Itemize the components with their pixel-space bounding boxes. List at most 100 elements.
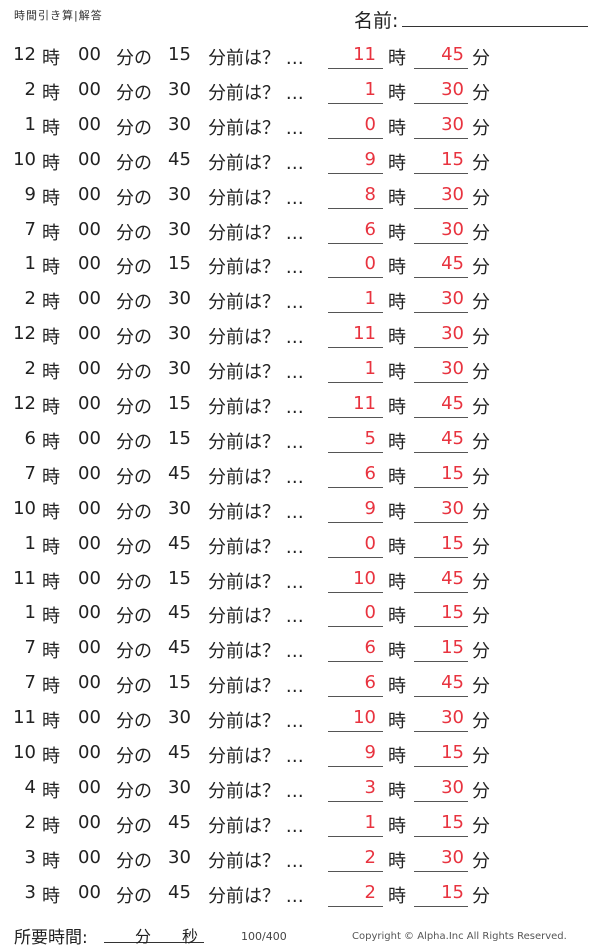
of-label: 分の (116, 780, 152, 802)
hour-label: 時 (388, 711, 406, 733)
hour-label: 時 (42, 815, 60, 837)
start-hour: 12 (13, 393, 36, 414)
answer-hour: 1 (364, 288, 376, 310)
time-second-label: 秒 (182, 927, 199, 946)
of-label: 分の (116, 222, 152, 244)
answer-minute-line (414, 172, 468, 174)
of-label: 分の (116, 152, 152, 174)
answer-minute-line (414, 835, 468, 837)
start-minute: 00 (78, 183, 101, 205)
minute-label: 分 (472, 815, 490, 837)
start-minute: 00 (78, 148, 101, 170)
answer-hour-line (328, 835, 383, 837)
answer-hour: 6 (364, 672, 376, 694)
answer-minute: 45 (441, 672, 464, 694)
start-minute: 00 (78, 253, 101, 275)
hour-label: 時 (42, 501, 60, 523)
answer-minute: 30 (441, 218, 464, 240)
minus-minutes: 15 (168, 672, 191, 694)
answer-hour: 11 (353, 393, 376, 414)
hour-label: 時 (42, 222, 60, 244)
minus-minutes: 30 (168, 358, 191, 380)
hour-label: 時 (388, 152, 406, 174)
hour-label: 時 (42, 187, 60, 209)
answer-hour: 11 (353, 44, 376, 65)
start-minute: 00 (78, 811, 101, 833)
answer-hour-line (328, 207, 383, 209)
minus-minutes: 30 (168, 323, 191, 345)
problem-row: 12 時 00 分の 15 分前は？ … 11 時 45 分 (0, 44, 600, 78)
hour-label: 時 (42, 711, 60, 733)
answer-minute: 45 (441, 44, 464, 65)
time-required-label: 所要時間: (14, 928, 88, 948)
problem-row: 3 時 00 分の 30 分前は？ … 2 時 30 分 (0, 847, 600, 881)
start-hour: 10 (13, 148, 36, 170)
hour-label: 時 (388, 257, 406, 279)
minus-minutes: 15 (168, 253, 191, 275)
answer-minute: 30 (441, 183, 464, 205)
before-label: 分前は？ … (208, 327, 304, 349)
answer-minute: 30 (441, 288, 464, 310)
problem-row: 12 時 00 分の 15 分前は？ … 11 時 45 分 (0, 393, 600, 427)
answer-minute-line (414, 870, 468, 872)
of-label: 分の (116, 362, 152, 384)
problem-row: 2 時 00 分の 30 分前は？ … 1 時 30 分 (0, 358, 600, 392)
answer-minute-line (414, 591, 468, 593)
answer-hour: 6 (364, 637, 376, 659)
answer-minute: 15 (441, 602, 464, 624)
of-label: 分の (116, 885, 152, 907)
hour-label: 時 (42, 746, 60, 767)
before-label: 分前は？ … (208, 885, 304, 907)
before-label: 分前は？ … (208, 641, 304, 663)
minute-label: 分 (472, 187, 490, 209)
answer-hour: 9 (364, 497, 376, 519)
hour-label: 時 (42, 676, 60, 698)
minute-label: 分 (472, 571, 490, 593)
hour-label: 時 (388, 850, 406, 872)
before-label: 分前は？ … (208, 676, 304, 698)
minute-label: 分 (472, 431, 490, 453)
of-label: 分の (116, 850, 152, 872)
before-label: 分前は？ … (208, 815, 304, 837)
answer-minute: 45 (441, 253, 464, 275)
minute-label: 分 (472, 676, 490, 698)
of-label: 分の (116, 327, 152, 349)
problem-row: 7 時 00 分の 15 分前は？ … 6 時 45 分 (0, 672, 600, 706)
answer-minute-line (414, 68, 468, 69)
of-label: 分の (116, 536, 152, 558)
minute-label: 分 (472, 82, 490, 104)
of-label: 分の (116, 606, 152, 628)
before-label: 分前は？ … (208, 397, 304, 418)
minute-label: 分 (472, 327, 490, 349)
start-minute: 00 (78, 881, 101, 903)
minute-label: 分 (472, 641, 490, 663)
hour-label: 時 (42, 606, 60, 628)
answer-hour-line (328, 451, 383, 453)
of-label: 分の (116, 257, 152, 279)
before-label: 分前は？ … (208, 536, 304, 558)
start-hour: 10 (13, 742, 36, 763)
answer-minute-line (414, 626, 468, 628)
before-label: 分前は？ … (208, 362, 304, 384)
start-hour: 1 (24, 602, 36, 624)
answer-minute: 30 (441, 497, 464, 519)
answer-minute-line (414, 696, 468, 698)
before-label: 分前は？ … (208, 82, 304, 104)
minus-minutes: 30 (168, 846, 191, 868)
start-hour: 12 (13, 44, 36, 65)
answer-minute-line (414, 417, 468, 418)
minute-label: 分 (472, 117, 490, 139)
start-hour: 12 (13, 323, 36, 345)
answer-minute: 30 (441, 323, 464, 345)
problem-row: 6 時 00 分の 15 分前は？ … 5 時 45 分 (0, 428, 600, 462)
answer-minute-line (414, 451, 468, 453)
answer-minute-line (414, 277, 468, 279)
answer-hour: 9 (364, 742, 376, 763)
answer-minute-line (414, 766, 468, 767)
hour-label: 時 (388, 362, 406, 384)
answer-hour-line (328, 870, 383, 872)
answer-hour: 0 (364, 253, 376, 275)
of-label: 分の (116, 815, 152, 837)
start-hour: 4 (24, 776, 36, 798)
